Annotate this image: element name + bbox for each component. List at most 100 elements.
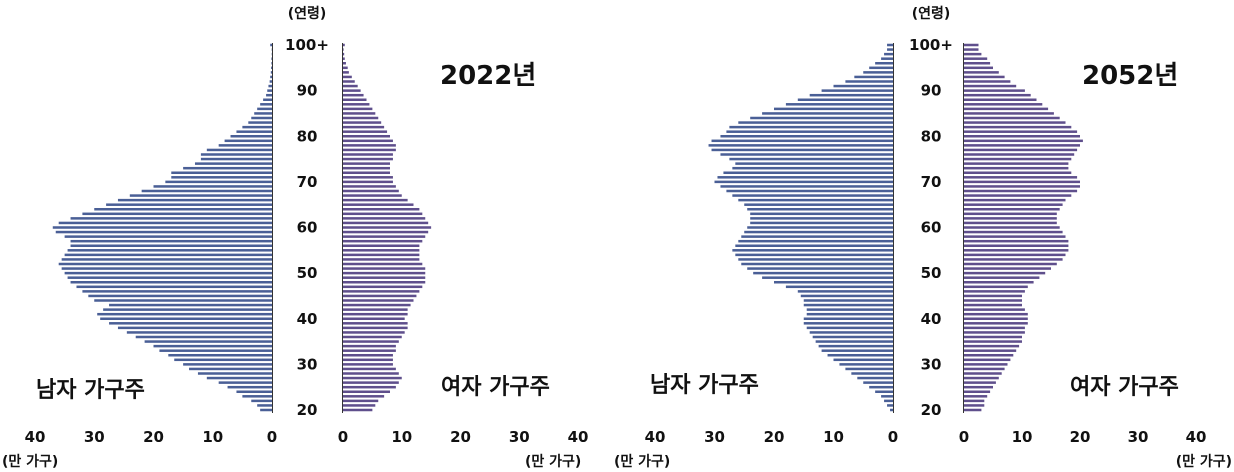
male-bar-age-68 xyxy=(141,189,272,193)
female-bar-age-48 xyxy=(343,280,426,284)
female-bar-age-79 xyxy=(343,139,393,143)
female-bar-age-88 xyxy=(343,98,367,102)
male-bar-age-62 xyxy=(70,217,272,220)
female-bar-age-51 xyxy=(964,267,1051,270)
male-bar-age-60 xyxy=(747,226,893,229)
male-bar-age-36 xyxy=(812,335,893,339)
female-bar-age-51 xyxy=(343,267,426,270)
female-bar-age-53 xyxy=(964,258,1063,261)
female-bar-age-40 xyxy=(343,317,405,321)
male-bar-age-26 xyxy=(863,381,893,384)
pyramid-panel-2052: 20 30 40 50 60 70 80 90 100+ 0 0 10 10 20 20 30 30 40 40 (연… xyxy=(614,6,1232,470)
male-bar-age-50 xyxy=(753,271,893,275)
male-bar-age-61 xyxy=(58,221,273,225)
female-bar-age-40 xyxy=(964,317,1028,321)
female-bar-age-41 xyxy=(964,312,1028,316)
male-bar-age-55 xyxy=(67,249,273,252)
male-bar-age-77 xyxy=(206,148,272,152)
female-bar-age-85 xyxy=(964,112,1054,115)
male-value-tick-label: 30 xyxy=(704,428,725,446)
male-bar-age-37 xyxy=(809,331,893,334)
female-bar-age-59 xyxy=(343,230,429,234)
female-bar-age-37 xyxy=(964,331,1025,334)
female-bar-age-58 xyxy=(964,235,1066,238)
age-tick-label: 40 xyxy=(921,310,942,328)
age-tick-label: 80 xyxy=(921,127,942,145)
male-bar-age-76 xyxy=(200,153,272,156)
male-bar-age-40 xyxy=(803,317,893,321)
female-bar-age-27 xyxy=(964,376,999,380)
male-bar-age-48 xyxy=(70,280,272,284)
female-bar-age-45 xyxy=(343,294,417,298)
female-bar-age-69 xyxy=(964,185,1080,188)
female-bar-age-91 xyxy=(343,84,358,88)
male-bar-age-63 xyxy=(750,212,893,216)
female-bar-age-44 xyxy=(964,299,1022,302)
male-bar-age-90 xyxy=(267,89,272,92)
female-bar-age-50 xyxy=(964,271,1046,275)
male-bar-age-56 xyxy=(70,244,272,248)
male-bar-age-74 xyxy=(735,162,893,165)
female-bar-age-80 xyxy=(343,134,390,138)
male-bar-age-44 xyxy=(803,299,893,302)
male-bar-age-54 xyxy=(735,253,893,257)
age-tick-label: 50 xyxy=(921,264,942,282)
female-bar-age-21 xyxy=(343,404,376,407)
female-bar-age-79 xyxy=(964,139,1083,143)
female-bar-age-43 xyxy=(343,303,411,307)
male-bar-age-93 xyxy=(854,75,893,79)
male-bar-age-71 xyxy=(171,176,272,179)
male-value-tick-label: 40 xyxy=(645,428,666,446)
male-bar-age-81 xyxy=(726,130,893,133)
female-bar-age-46 xyxy=(964,290,1025,293)
male-bar-age-69 xyxy=(720,185,893,188)
age-tick-label: 60 xyxy=(297,219,318,237)
male-bar-age-70 xyxy=(165,180,272,184)
male-bar-age-64 xyxy=(747,207,893,211)
female-bar-age-32 xyxy=(343,353,393,357)
male-bar-age-52 xyxy=(741,262,893,266)
male-bar-age-25 xyxy=(227,385,272,389)
male-bar-age-79 xyxy=(224,139,272,143)
female-bar-age-39 xyxy=(343,322,408,325)
male-bar-age-100 xyxy=(887,43,893,47)
male-bar-age-99 xyxy=(887,48,893,51)
female-bar-age-92 xyxy=(343,80,355,83)
age-tick-label: 90 xyxy=(297,82,318,100)
male-bar-age-96 xyxy=(271,61,272,65)
male-bar-age-80 xyxy=(720,134,893,138)
female-bar-age-72 xyxy=(343,171,390,175)
female-bar-age-83 xyxy=(964,121,1066,124)
male-bar-age-75 xyxy=(200,157,272,161)
male-bar-age-95 xyxy=(271,66,272,70)
female-bar-age-62 xyxy=(343,217,426,220)
female-bar-age-86 xyxy=(343,107,373,111)
male-bar-age-31 xyxy=(174,358,272,362)
age-tick-label: 30 xyxy=(921,355,942,373)
female-bar-age-30 xyxy=(964,363,1008,366)
age-tick-label: 30 xyxy=(297,355,318,373)
male-householder-label: 남자 가구주 xyxy=(650,373,759,398)
female-bar-age-29 xyxy=(343,367,396,371)
female-bar-age-58 xyxy=(343,235,426,238)
male-bar-age-33 xyxy=(159,349,272,352)
male-bar-age-95 xyxy=(869,66,893,70)
male-bar-age-81 xyxy=(236,130,272,133)
female-bar-age-47 xyxy=(964,285,1028,289)
male-bar-age-55 xyxy=(732,249,893,252)
female-value-tick-label: 20 xyxy=(1070,428,1091,446)
age-tick-label: 60 xyxy=(921,219,942,237)
age-tick-label: 20 xyxy=(921,401,942,419)
male-bar-age-79 xyxy=(711,139,893,143)
male-bar-age-84 xyxy=(750,116,893,120)
male-x-unit-label: (만 가구) xyxy=(614,454,670,470)
y-axis-unit-label: (연령) xyxy=(912,6,951,22)
female-bar-age-22 xyxy=(964,399,985,403)
male-bar-age-69 xyxy=(153,185,272,188)
male-bar-age-91 xyxy=(268,84,272,88)
male-bar-age-32 xyxy=(827,353,893,357)
male-value-tick-label: 40 xyxy=(25,428,46,446)
female-bar-age-89 xyxy=(964,93,1031,97)
female-bar-age-72 xyxy=(964,171,1072,175)
pyramid-panel-2022: 20 30 40 50 60 70 80 90 100+ 0 0 10 10 20 20 30 30 40 40 (연… xyxy=(2,6,588,470)
